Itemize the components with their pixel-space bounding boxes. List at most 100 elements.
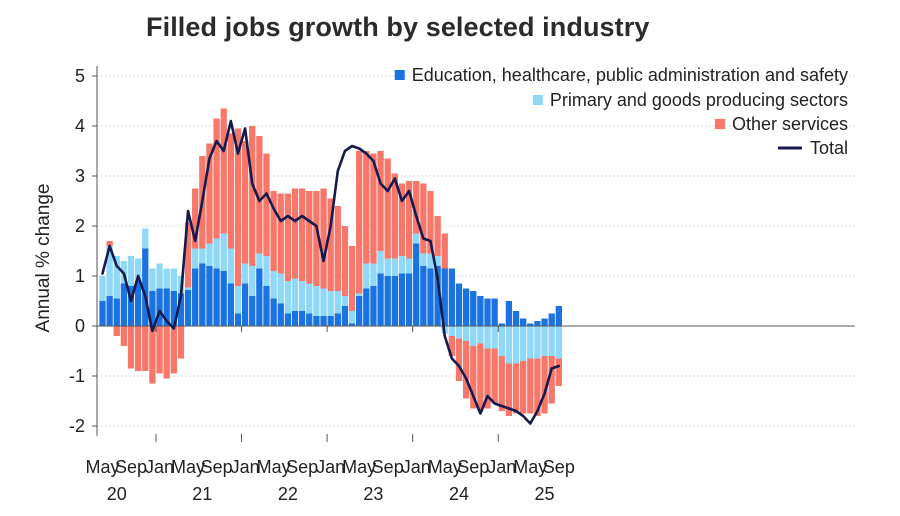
bar-primary-goods [213,238,220,269]
bar-education-healthcare [127,286,135,326]
bar-other-services [249,126,256,266]
bar-primary-goods [356,293,363,296]
bar-primary-goods [370,263,377,286]
bar-education-healthcare [206,266,213,326]
bar-primary-goods [277,273,284,304]
bar-other-services [462,341,470,399]
bar-education-healthcare [384,276,391,326]
y-tick-label: -2 [69,416,85,436]
bar-other-services [256,136,263,254]
bar-education-healthcare [149,291,156,326]
legend-label: Education, healthcare, public administra… [412,65,848,85]
x-tick-label: Jan [145,457,174,477]
bar-education-healthcare [298,311,306,326]
x-tick-label: May [342,457,376,477]
bar-education-healthcare [291,311,299,326]
bar-education-healthcare [113,298,120,326]
x-tick-label: Sep [201,457,233,477]
bar-primary-goods [384,258,391,276]
bar-other-services [263,153,270,256]
bar-other-services [505,363,513,416]
y-tick-label: 3 [75,166,85,186]
bar-primary-goods [420,253,427,266]
x-tick-label: Sep [457,457,489,477]
bar-education-healthcare [413,243,420,326]
bar-other-services [234,128,242,286]
bar-primary-goods [327,291,334,316]
bar-education-healthcare [470,291,477,326]
bar-other-services [113,326,120,336]
bar-education-healthcare [505,301,513,326]
y-tick-label: -1 [69,366,85,386]
bar-other-services [448,336,456,356]
bar-other-services [484,348,491,409]
bar-education-healthcare [420,266,427,326]
bar-education-healthcare [520,318,527,326]
bar-primary-goods [377,251,384,274]
bar-other-services [441,233,448,269]
bar-primary-goods [527,326,534,359]
bar-primary-goods [284,281,292,314]
bar-primary-goods [505,326,513,364]
bar-other-services [313,191,320,286]
bar-primary-goods [313,286,320,316]
legend-swatch [394,70,405,80]
bar-education-healthcare [462,288,470,326]
bar-primary-goods [484,326,491,349]
bar-education-healthcare [512,311,520,326]
bar-other-services [420,183,427,254]
bar-other-services [363,151,370,264]
bar-education-healthcare [163,288,170,326]
bar-other-services [334,206,341,291]
bar-primary-goods [199,248,206,264]
bar-education-healthcare [534,321,541,326]
bar-other-services [284,193,292,281]
bar-primary-goods [498,326,505,356]
bar-other-services [306,191,313,284]
bar-education-healthcare [213,268,220,326]
x-year-label: 20 [107,484,127,504]
x-tick-label: Sep [286,457,318,477]
x-tick-label: May [85,457,119,477]
bar-primary-goods [256,253,263,269]
bar-education-healthcare [135,281,142,326]
bar-primary-goods [434,256,441,266]
bar-education-healthcare [184,290,192,326]
bar-education-healthcare [227,283,234,326]
y-axis-title: Annual % change [33,184,54,333]
chart-title: Filled jobs growth by selected industry [146,12,650,42]
bar-education-healthcare [541,318,548,326]
bar-other-services [149,326,156,384]
bar-primary-goods [462,326,470,341]
bar-primary-goods [291,278,299,311]
bar-education-healthcare [484,298,491,326]
bar-primary-goods [306,283,313,314]
bar-education-healthcare [370,286,377,326]
legend-swatch [714,119,725,129]
bar-primary-goods [541,326,548,356]
bar-primary-goods [491,326,498,349]
legend-other-services: Other services [714,114,848,134]
bar-education-healthcare [320,316,327,326]
bar-primary-goods [455,326,463,339]
bar-primary-goods [156,263,163,289]
bar-education-healthcare [441,268,448,326]
bar-other-services [320,188,327,289]
bar-primary-goods [270,271,277,299]
bar-primary-goods [477,326,484,344]
bar-education-healthcare [527,323,534,326]
bar-other-services [548,356,555,404]
bar-education-healthcare [427,268,434,326]
y-tick-label: 0 [75,316,85,336]
legend-label: Primary and goods producing sectors [550,90,848,110]
bar-other-services [120,326,128,346]
bar-primary-goods [520,326,527,361]
bar-education-healthcare [199,263,206,326]
bar-primary-goods [227,248,234,284]
bar-primary-goods [241,263,249,284]
x-tick-label: Sep [543,457,575,477]
bar-education-healthcare [498,323,505,326]
bar-other-services [270,191,277,271]
bar-primary-goods [220,233,227,271]
bar-primary-goods [234,286,242,314]
